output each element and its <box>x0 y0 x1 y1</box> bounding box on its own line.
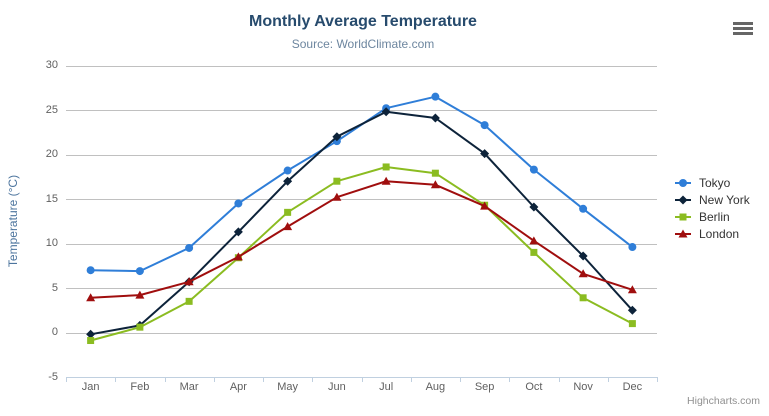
legend-item-new-york[interactable]: New York <box>674 191 750 208</box>
data-point-marker[interactable] <box>135 267 144 276</box>
y-tick-label: 15 <box>45 192 58 205</box>
data-point-marker[interactable] <box>185 297 193 305</box>
legend-marker-shape[interactable] <box>679 178 687 187</box>
data-point-marker[interactable] <box>430 180 440 189</box>
legend-item-tokyo[interactable]: Tokyo <box>674 174 750 191</box>
data-point-marker[interactable] <box>283 222 293 231</box>
chart-subtitle: Source: WorldClimate.com <box>291 37 435 51</box>
data-point-marker[interactable] <box>480 201 490 210</box>
series-berlin <box>87 163 636 345</box>
data-point-marker[interactable] <box>135 290 145 299</box>
x-tick-label: Jun <box>328 381 346 393</box>
data-point-marker[interactable] <box>332 132 342 142</box>
data-point-marker[interactable] <box>480 149 490 159</box>
legend-item-london[interactable]: London <box>674 225 750 242</box>
data-point-marker[interactable] <box>578 269 588 278</box>
x-tick-label: May <box>277 381 299 393</box>
legend-label: Tokyo <box>699 175 731 190</box>
data-point-marker[interactable] <box>185 243 194 252</box>
export-menu-button[interactable] <box>731 20 757 41</box>
legend: Tokyo New York Berlin London <box>674 174 750 242</box>
data-point-marker[interactable] <box>381 176 391 185</box>
series-line <box>89 180 634 299</box>
data-point-marker[interactable] <box>87 337 95 345</box>
data-point-marker[interactable] <box>529 165 538 174</box>
y-tick-label: 5 <box>51 281 58 294</box>
y-tick-label: -5 <box>48 370 58 383</box>
data-point-marker[interactable] <box>332 192 342 201</box>
data-point-marker[interactable] <box>480 121 489 130</box>
legend-marker-shape[interactable] <box>679 213 687 220</box>
x-tick-label: Jul <box>379 381 394 393</box>
legend-marker-shape[interactable] <box>678 195 688 204</box>
series-line <box>89 166 634 342</box>
data-point-marker[interactable] <box>627 285 637 294</box>
data-point-marker[interactable] <box>628 320 636 328</box>
x-tick-label: Aug <box>425 381 446 393</box>
x-tick-label: Mar <box>179 381 199 393</box>
x-tick-label: Jan <box>81 381 100 393</box>
legend-label: Berlin <box>699 209 730 224</box>
data-point-marker[interactable] <box>233 252 243 261</box>
data-point-marker[interactable] <box>578 251 588 261</box>
y-tick-label: 20 <box>45 148 58 160</box>
x-tick-label: Apr <box>229 381 247 393</box>
series-london <box>86 176 637 302</box>
data-point-marker[interactable] <box>529 202 539 212</box>
data-point-marker[interactable] <box>628 243 637 252</box>
hamburger-icon <box>733 22 755 35</box>
x-tick-label: Oct <box>525 381 543 393</box>
y-tick-label: 30 <box>45 59 58 71</box>
data-point-marker[interactable] <box>86 266 95 275</box>
legend-marker-icon <box>675 229 691 237</box>
x-tick-label: Sep <box>474 381 495 393</box>
series-tokyo <box>86 92 637 276</box>
data-point-marker[interactable] <box>283 176 293 186</box>
data-point-marker[interactable] <box>529 236 539 245</box>
x-tick-label: Dec <box>622 381 643 393</box>
data-point-marker[interactable] <box>86 293 96 302</box>
legend-marker-icon <box>675 213 691 220</box>
y-tick-label: 10 <box>45 237 58 249</box>
x-tick-label: Nov <box>573 381 593 393</box>
series-line <box>89 110 634 336</box>
data-point-marker[interactable] <box>579 204 588 213</box>
data-point-marker[interactable] <box>382 163 390 171</box>
data-point-marker[interactable] <box>284 208 292 216</box>
chart-title: Monthly Average Temperature <box>249 13 477 30</box>
legend-label: London <box>699 226 740 241</box>
data-point-marker[interactable] <box>333 177 341 185</box>
data-point-marker[interactable] <box>627 305 637 315</box>
data-point-marker[interactable] <box>184 277 194 286</box>
data-point-marker[interactable] <box>530 248 538 256</box>
y-tick-label: 25 <box>45 103 58 116</box>
legend-item-berlin[interactable]: Berlin <box>674 208 750 225</box>
legend-label: New York <box>699 192 750 207</box>
y-tick-label: 0 <box>51 326 58 338</box>
data-point-marker[interactable] <box>233 227 243 237</box>
data-point-marker[interactable] <box>430 113 440 123</box>
legend-marker-shape[interactable] <box>678 229 688 237</box>
legend-marker-icon <box>675 195 691 204</box>
data-point-marker[interactable] <box>431 169 439 177</box>
data-point-marker[interactable] <box>234 199 243 208</box>
data-point-marker[interactable] <box>579 294 587 302</box>
data-point-marker[interactable] <box>381 107 391 117</box>
data-point-marker[interactable] <box>86 329 96 339</box>
data-point-marker[interactable] <box>431 92 440 101</box>
credits-link[interactable]: Highcharts.com <box>687 395 760 407</box>
series-new-york <box>86 107 637 339</box>
x-tick-label: Feb <box>130 381 150 393</box>
legend-marker-icon <box>675 178 691 187</box>
data-point-marker[interactable] <box>136 323 144 331</box>
data-point-marker[interactable] <box>283 166 292 175</box>
